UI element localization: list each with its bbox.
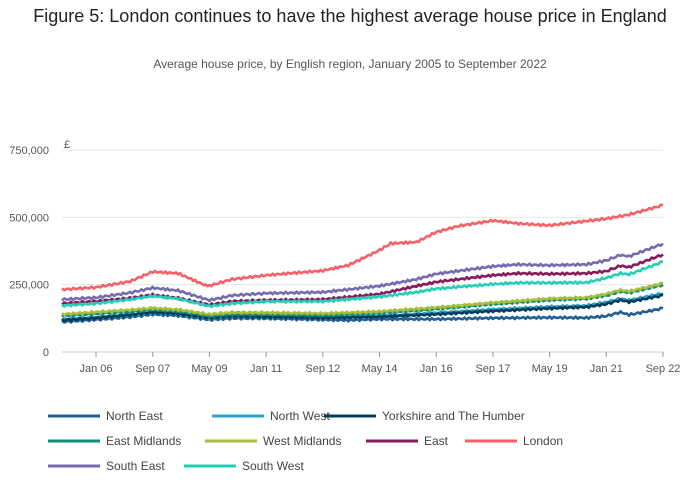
y-tick-label: 500,000 <box>9 212 49 224</box>
y-axis-label: £ <box>64 139 70 151</box>
y-tick-label: 0 <box>43 347 49 359</box>
legend-label-west-midlands: West Midlands <box>263 434 341 448</box>
x-tick-label: Sep 22 <box>646 363 681 375</box>
y-tick-label: 750,000 <box>9 145 49 157</box>
x-tick-label: Sep 07 <box>135 363 170 375</box>
x-tick-label: Jan 06 <box>80 363 113 375</box>
legend-label-east-midlands: East Midlands <box>106 434 181 448</box>
series-line-north-east <box>61 306 664 324</box>
legend-label-london: London <box>523 434 563 448</box>
x-tick-label: Jan 21 <box>590 363 623 375</box>
x-tick-label: Sep 17 <box>475 363 510 375</box>
x-tick-label: May 19 <box>532 363 568 375</box>
legend-label-east: East <box>424 434 449 448</box>
legend-label-north-east: North East <box>106 409 163 423</box>
series-line-west-midlands <box>61 281 664 317</box>
series-line-south-west <box>61 260 664 309</box>
x-tick-label: May 14 <box>361 363 397 375</box>
x-tick-label: Sep 12 <box>305 363 340 375</box>
legend-label-south-west: South West <box>242 459 304 473</box>
legend-label-north-west: North West <box>270 409 330 423</box>
legend-label-yorkshire-and-the-humber: Yorkshire and The Humber <box>382 409 525 423</box>
x-tick-label: May 09 <box>191 363 227 375</box>
x-tick-label: Jan 16 <box>420 363 453 375</box>
y-tick-label: 250,000 <box>9 280 49 292</box>
chart-subtitle: Average house price, by English region, … <box>153 57 547 71</box>
series-line-london <box>61 203 664 292</box>
series-line-south-east <box>61 242 664 303</box>
chart-title: Figure 5: London continues to have the h… <box>33 6 667 26</box>
x-tick-label: Jan 11 <box>250 363 282 375</box>
legend-label-south-east: South East <box>106 459 165 473</box>
series-line-yorkshire-and-the-humber <box>61 293 664 323</box>
